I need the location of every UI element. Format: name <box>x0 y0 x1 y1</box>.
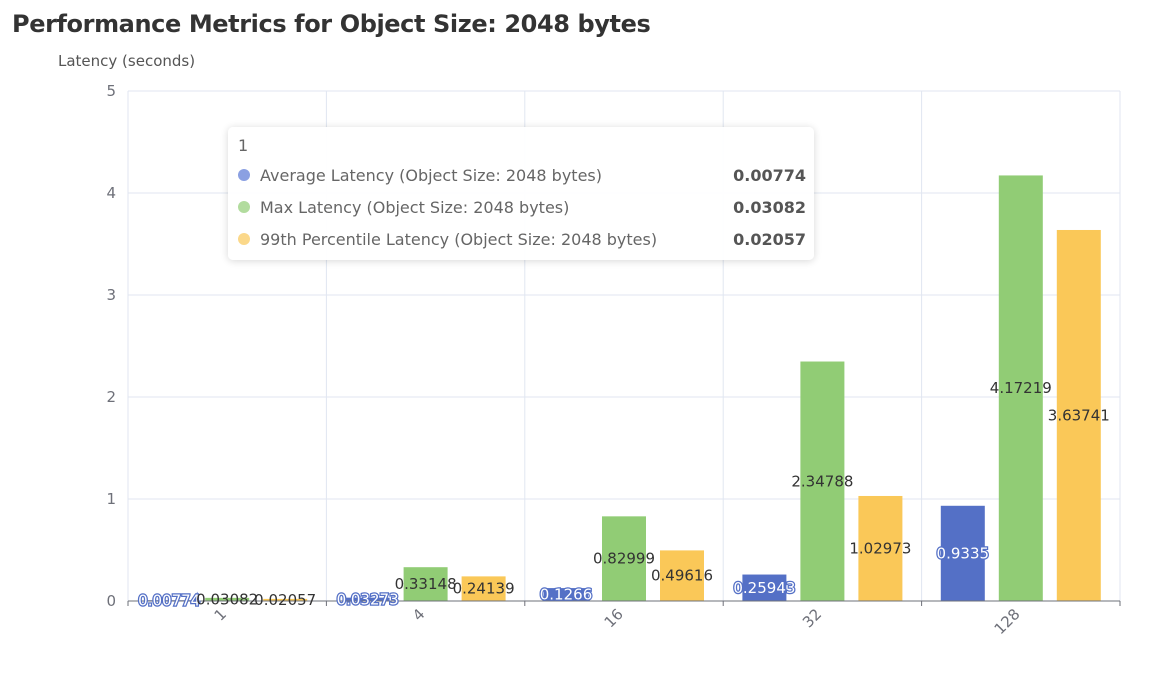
legend-dot-icon <box>238 169 250 181</box>
bar <box>742 574 787 601</box>
data-label: 0.49616 <box>651 567 713 585</box>
x-tick-label: 32 <box>799 605 825 631</box>
bar <box>403 567 448 601</box>
data-label: 0.02057 <box>254 591 316 609</box>
bar <box>544 588 588 601</box>
bar <box>263 598 308 601</box>
tooltip-series-value: 0.02057 <box>733 229 806 249</box>
bar <box>461 576 506 601</box>
bar <box>602 516 646 601</box>
data-label: 1.02973 <box>849 539 911 557</box>
bar <box>998 175 1043 601</box>
x-tick-label: 128 <box>991 605 1024 638</box>
bar <box>660 550 704 601</box>
tooltip-row: Average Latency (Object Size: 2048 bytes… <box>238 159 806 191</box>
data-label: 0.24139 <box>453 580 515 598</box>
tooltip-row: Max Latency (Object Size: 2048 bytes) 0.… <box>238 191 806 223</box>
x-tick-label: 16 <box>601 605 627 631</box>
data-label: 0.9335 <box>937 544 990 562</box>
y-tick-label: 3 <box>106 286 116 304</box>
data-label: 0.1266 <box>540 586 593 604</box>
legend-dot-icon <box>238 233 250 245</box>
bar <box>345 597 390 601</box>
data-label: 0.03273 <box>337 590 399 608</box>
data-label: 3.63741 <box>1048 406 1110 424</box>
tooltip-title: 1 <box>238 136 249 155</box>
y-tick-label: 2 <box>106 388 116 406</box>
data-label: 2.34788 <box>791 472 853 490</box>
x-tick-label: 4 <box>409 605 428 624</box>
data-label: 0.00774 <box>138 592 200 610</box>
bar <box>858 495 903 601</box>
tooltip-row: 99th Percentile Latency (Object Size: 20… <box>238 223 806 255</box>
y-tick-label: 0 <box>106 592 116 610</box>
bar <box>940 505 985 601</box>
y-axis-label: Latency (seconds) <box>58 52 196 70</box>
legend-dot-icon <box>238 201 250 213</box>
bar <box>800 361 845 601</box>
tooltip-series-value: 0.00774 <box>733 165 806 185</box>
tooltip-series-value: 0.03082 <box>733 197 806 217</box>
bar <box>1056 229 1101 601</box>
y-tick-label: 4 <box>106 184 116 202</box>
data-label: 0.82999 <box>593 550 655 568</box>
data-label: 0.03082 <box>196 590 258 608</box>
tooltip-series-name: Average Latency (Object Size: 2048 bytes… <box>260 165 602 185</box>
tooltip-series-name: 99th Percentile Latency (Object Size: 20… <box>260 229 658 249</box>
data-label: 0.33148 <box>395 575 457 593</box>
y-tick-label: 1 <box>106 490 116 508</box>
data-label: 4.17219 <box>990 379 1052 397</box>
data-label: 0.25943 <box>733 579 795 597</box>
tooltip: 1 Average Latency (Object Size: 2048 byt… <box>228 127 814 260</box>
y-tick-label: 5 <box>106 82 116 100</box>
tooltip-series-name: Max Latency (Object Size: 2048 bytes) <box>260 197 570 217</box>
chart-title: Performance Metrics for Object Size: 204… <box>12 10 651 38</box>
bar <box>205 597 250 601</box>
